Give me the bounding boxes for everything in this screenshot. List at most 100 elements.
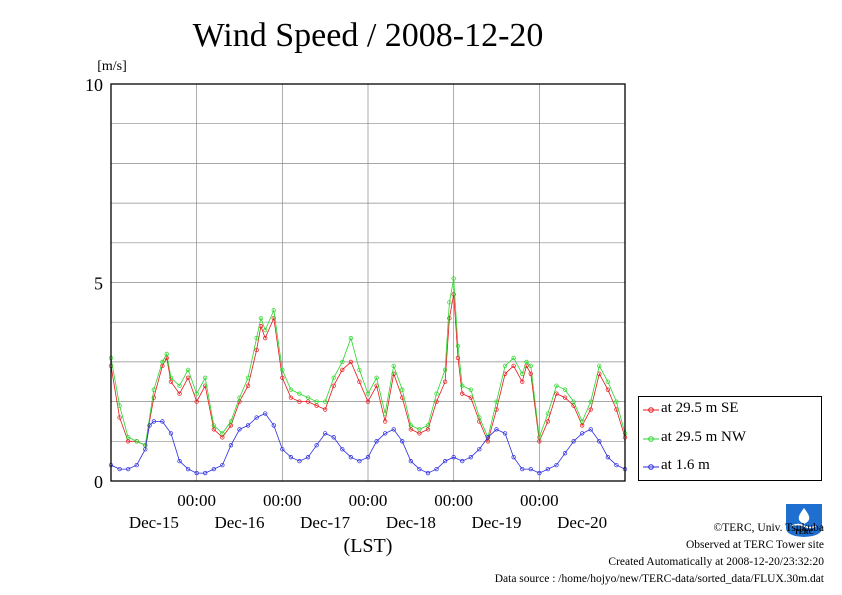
data-point [185, 466, 191, 472]
data-point [442, 379, 448, 384]
series-0 [108, 292, 628, 448]
data-point [340, 447, 345, 452]
data-point [494, 399, 499, 404]
data-point [177, 459, 182, 464]
data-point [323, 407, 328, 412]
x-tick-labels: 00:00 00:00 00:00 00:00 00:00 Dec-15 Dec-16 Dec… [129, 491, 607, 532]
data-point [331, 383, 336, 388]
data-point [520, 466, 525, 472]
data-point [237, 395, 242, 400]
data-point [451, 276, 456, 281]
data-point [468, 455, 473, 460]
data-point [528, 466, 533, 472]
x-tick-day: Dec-18 [386, 513, 436, 532]
data-point [597, 363, 602, 369]
data-point [537, 435, 542, 440]
data-point [408, 459, 413, 464]
data-point [494, 427, 499, 432]
series-line [110, 278, 626, 446]
data-point [245, 375, 251, 380]
data-point [220, 462, 225, 468]
series-line [110, 294, 626, 446]
data-point [425, 427, 431, 432]
series-1 [108, 276, 628, 448]
x-tick-day: Dec-16 [214, 513, 264, 532]
data-point [185, 367, 191, 372]
data-point [143, 443, 148, 448]
x-tick-day: Dec-20 [557, 513, 607, 532]
data-point [147, 423, 152, 428]
data-point [382, 411, 388, 416]
legend-label-nw: at 29.5 m NW [661, 429, 746, 445]
data-point [134, 462, 139, 468]
x-tick-time: 00:00 [177, 491, 216, 510]
data-point [151, 419, 156, 424]
data-point [305, 455, 311, 460]
data-point [382, 419, 388, 424]
data-point [271, 423, 276, 428]
x-tick-time: 00:00 [520, 491, 559, 510]
data-point [194, 399, 199, 404]
data-point [348, 359, 354, 365]
data-point [211, 427, 216, 432]
x-tick-time: 00:00 [434, 491, 473, 510]
data-point [417, 466, 422, 472]
data-point [280, 367, 285, 372]
data-point [151, 395, 156, 400]
data-point [211, 466, 216, 472]
data-point [228, 423, 234, 428]
data-point [485, 435, 491, 440]
data-point [451, 455, 456, 460]
data-point [460, 459, 465, 464]
data-point [597, 439, 602, 444]
legend-item-nw: at 29.5 m NW [639, 428, 821, 450]
data-point [447, 300, 452, 305]
data-point [520, 371, 525, 376]
y-tick-label: 10 [85, 75, 103, 95]
data-point [588, 399, 593, 404]
data-point [562, 387, 568, 392]
data-point [263, 327, 268, 333]
data-point [537, 439, 542, 444]
data-point [125, 466, 131, 472]
data-point [237, 427, 242, 432]
data-point [117, 466, 122, 472]
data-point [588, 407, 593, 412]
data-point [455, 343, 461, 349]
data-point [408, 427, 413, 432]
data-point [400, 439, 405, 444]
credit-copyright: ©TERC, Univ. Tsukuba [713, 522, 824, 534]
data-point [374, 375, 379, 380]
data-point [511, 455, 516, 460]
data-point [125, 439, 131, 444]
data-point [580, 423, 585, 428]
data-point [297, 391, 302, 396]
y-tick-labels: 0 5 10 [85, 75, 103, 492]
legend-item-se: at 29.5 m SE [639, 399, 821, 421]
data-point [357, 459, 362, 464]
data-point [545, 419, 551, 424]
data-point [348, 455, 354, 460]
data-point [168, 379, 174, 384]
data-point [408, 423, 413, 428]
y-axis-unit: [m/s] [97, 59, 127, 74]
y-tick-label: 5 [94, 274, 103, 294]
data-point [580, 419, 585, 424]
legend-label-low: at 1.6 m [661, 457, 710, 473]
legend-marker-se [643, 407, 659, 413]
data-point [263, 335, 268, 341]
data-point [143, 447, 148, 452]
data-point [177, 391, 182, 396]
data-point [297, 399, 302, 404]
data-point [297, 459, 302, 464]
credits: ©TERC, Univ. Tsukuba Observed at TERC To… [495, 520, 824, 588]
data-point [562, 395, 568, 400]
credit-source: Data source : /home/hojyo/new/TERC-data/… [494, 573, 824, 585]
data-point [382, 431, 388, 436]
series-layer [108, 276, 628, 476]
data-point [323, 431, 328, 436]
data-point [305, 395, 311, 400]
data-point [245, 383, 251, 388]
data-point [117, 415, 122, 420]
data-point [520, 379, 525, 384]
